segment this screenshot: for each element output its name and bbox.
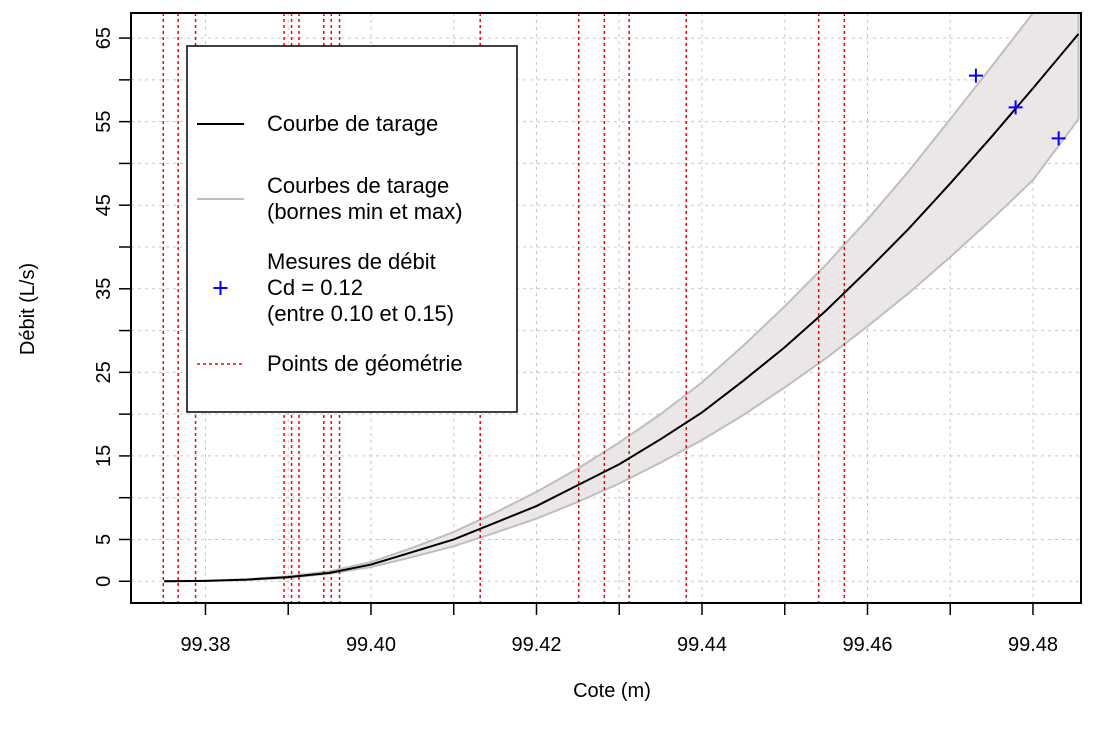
x-tick-label: 99.46 <box>842 634 892 656</box>
x-axis-title: Cote (m) <box>573 680 651 702</box>
legend-label: (entre 0.10 et 0.15) <box>267 301 454 326</box>
y-tick-label: 25 <box>93 361 115 383</box>
y-tick-label: 45 <box>93 194 115 216</box>
legend-label: Courbes de tarage <box>267 173 449 198</box>
x-tick-label: 99.48 <box>1008 634 1058 656</box>
axes: 99.38 99.40 99.42 99.44 99.46 99.48 0 5 15 25 35 45… <box>93 12 1082 656</box>
x-tick-label: 99.40 <box>346 634 396 656</box>
plot-frame <box>130 12 1082 604</box>
legend-label: Cd = 0.12 <box>267 275 363 300</box>
legend-key-measures <box>213 281 228 295</box>
rating-curve-line <box>164 33 1080 583</box>
y-tick-label: 65 <box>93 27 115 49</box>
x-tick-label: 99.42 <box>511 634 561 656</box>
x-tick-label: 99.38 <box>180 634 230 656</box>
legend-label: Courbe de tarage <box>267 111 438 136</box>
measure-points <box>968 68 1066 146</box>
y-axis-title: Débit (L/s) <box>17 263 39 355</box>
legend-label: Mesures de débit <box>267 249 436 274</box>
measure-point <box>968 68 983 83</box>
y-tick-label: 55 <box>93 111 115 133</box>
y-tick-label: 35 <box>93 278 115 300</box>
rating-curve <box>164 33 1080 583</box>
legend-box <box>186 45 518 413</box>
y-tick-label: 15 <box>93 445 115 467</box>
bounds-band-fill <box>164 13 1079 582</box>
upper-bound-line <box>164 12 1079 583</box>
legend-label: Points de géométrie <box>267 351 463 376</box>
y-tick-label: 0 <box>93 576 115 587</box>
y-tick-label: 5 <box>93 534 115 545</box>
x-tick-label: 99.44 <box>677 634 727 656</box>
legend: Courbe de tarage Courbes de tarage(bornes… <box>186 45 518 413</box>
measure-point <box>1051 131 1066 146</box>
legend-label: (bornes min et max) <box>267 199 463 224</box>
measure-point <box>1008 100 1023 115</box>
